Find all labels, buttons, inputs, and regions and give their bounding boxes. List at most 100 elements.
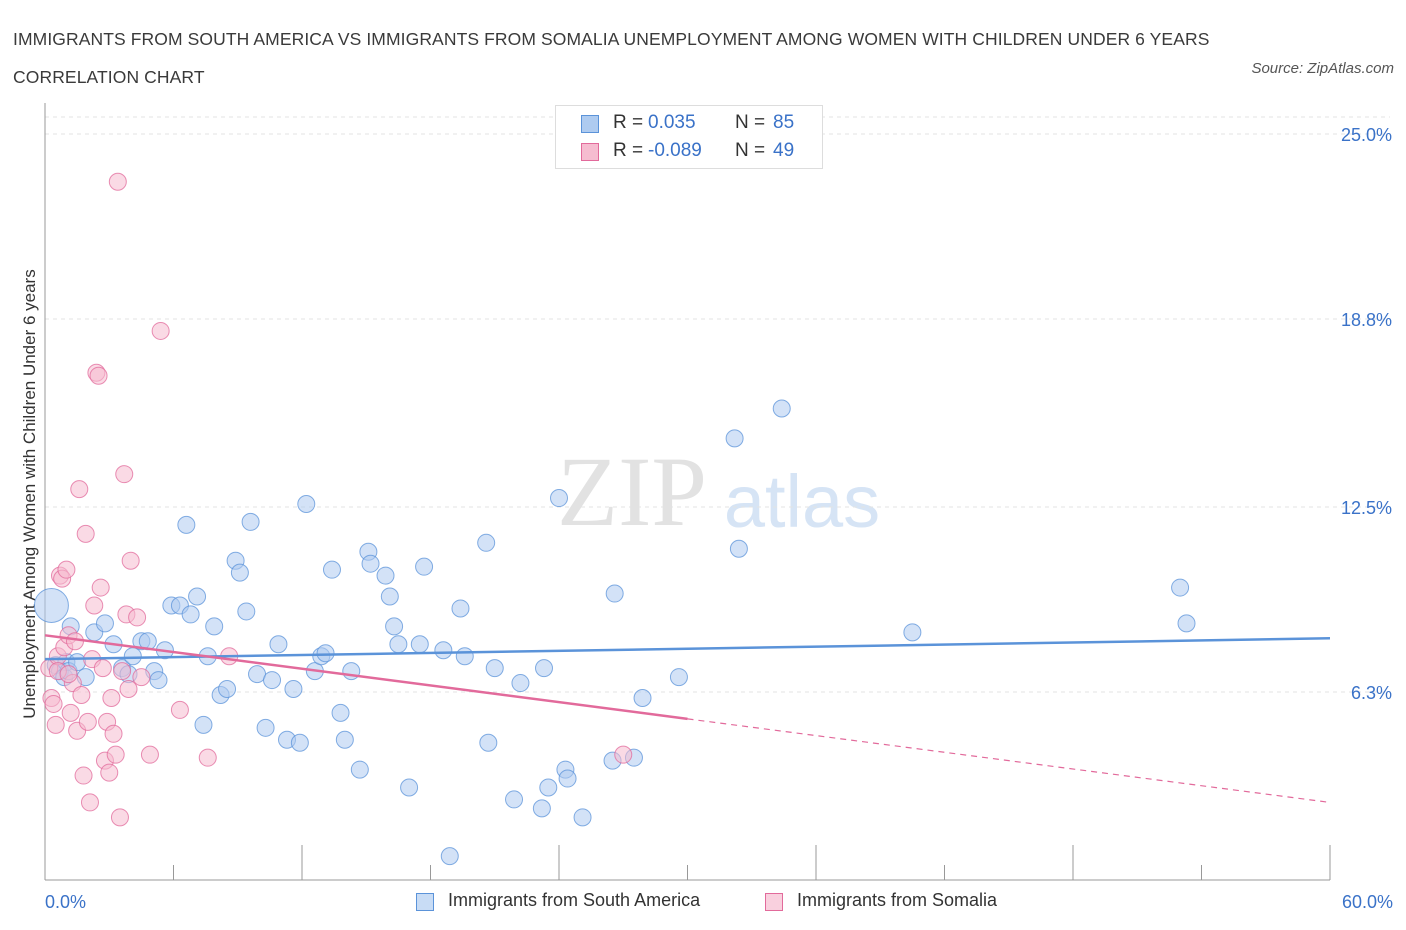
point-south-america: [248, 665, 267, 684]
point-south-america: [290, 733, 309, 752]
point-south-america: [550, 489, 568, 508]
point-south-america: [33, 587, 69, 623]
tick-labels: 6.3% 12.5% 18.8% 25.0% 0.0% 60.0%: [45, 125, 1393, 912]
point-south-america: [284, 680, 303, 699]
point-south-america: [263, 671, 282, 690]
x-tick-label: 60.0%: [1342, 892, 1393, 912]
point-south-america: [316, 644, 335, 663]
legend-swatch-pink: [581, 143, 599, 161]
point-south-america: [772, 399, 791, 418]
point-south-america: [149, 671, 168, 690]
point-south-america: [256, 718, 275, 737]
trend-line-south-america: [44, 637, 1331, 661]
legend-r-label: R =: [613, 112, 644, 133]
point-somalia: [140, 745, 159, 764]
bottom-legend-swatch-blue: [416, 893, 434, 911]
point-south-america: [194, 715, 213, 734]
watermark-atlas: atlas: [724, 460, 880, 543]
watermark-zip: ZIP: [557, 436, 707, 547]
point-somalia: [106, 745, 125, 764]
point-south-america: [188, 587, 207, 606]
point-south-america: [729, 539, 748, 558]
point-south-america: [485, 659, 504, 678]
point-south-america: [573, 808, 592, 827]
point-south-america: [376, 566, 395, 585]
point-south-america: [237, 602, 256, 621]
legend-swatch-blue: [581, 115, 599, 133]
point-south-america: [511, 674, 530, 693]
y-tick-label: 6.3%: [1351, 683, 1392, 703]
point-somalia: [119, 680, 138, 699]
point-somalia: [72, 685, 91, 704]
legend-n-value: 49: [773, 140, 795, 161]
point-south-america: [350, 760, 369, 779]
point-south-america: [380, 587, 399, 606]
legend-row-somalia: R = -0.089 N = 49: [556, 138, 822, 166]
trend-line-somalia-extrapolated: [687, 718, 1331, 804]
point-south-america: [322, 560, 341, 579]
point-somalia: [170, 700, 189, 719]
point-south-america: [434, 641, 453, 660]
legend-n-label: N =: [735, 140, 766, 161]
point-somalia: [198, 748, 217, 767]
point-south-america: [181, 605, 200, 624]
point-somalia: [108, 172, 127, 191]
point-south-america: [558, 769, 577, 788]
point-south-america: [297, 495, 316, 514]
point-somalia: [100, 763, 119, 782]
watermark: ZIP atlas: [557, 436, 880, 547]
point-somalia: [61, 703, 80, 722]
point-south-america: [410, 635, 429, 654]
point-somalia: [93, 659, 112, 678]
point-south-america: [440, 847, 459, 866]
legend-r-value: 0.035: [648, 112, 696, 133]
point-south-america: [205, 617, 224, 636]
point-south-america: [269, 635, 288, 654]
point-somalia: [59, 665, 78, 684]
y-tick-label: 12.5%: [1341, 498, 1392, 518]
point-south-america: [218, 680, 237, 699]
point-somalia: [85, 596, 104, 615]
point-somalia: [89, 366, 108, 385]
trend-line-somalia: [44, 634, 688, 721]
axes: [44, 103, 1331, 881]
point-somalia: [110, 808, 129, 827]
x-tick-label: 0.0%: [45, 892, 86, 912]
point-south-america: [539, 778, 558, 797]
point-south-america: [415, 557, 434, 576]
point-somalia: [78, 712, 97, 731]
point-south-america: [669, 668, 688, 687]
point-somalia: [57, 560, 76, 579]
point-south-america: [400, 778, 419, 797]
point-south-america: [532, 799, 551, 818]
y-tick-label: 18.8%: [1341, 310, 1392, 330]
data-points: [33, 172, 1196, 866]
point-somalia: [74, 766, 93, 785]
legend-r-label: R =: [613, 140, 644, 161]
point-south-america: [725, 429, 744, 448]
point-south-america: [331, 703, 350, 722]
bottom-legend-swatch-pink: [765, 893, 783, 911]
point-south-america: [1171, 578, 1190, 597]
point-south-america: [241, 512, 260, 531]
point-somalia: [132, 668, 151, 687]
point-somalia: [91, 578, 110, 597]
legend-r-value: -0.089: [648, 140, 702, 161]
point-south-america: [177, 515, 196, 534]
point-south-america: [479, 733, 498, 752]
point-somalia: [70, 480, 89, 499]
point-somalia: [80, 793, 99, 812]
point-somalia: [44, 694, 63, 713]
point-south-america: [385, 617, 404, 636]
point-somalia: [46, 715, 65, 734]
point-south-america: [903, 623, 922, 642]
legend-n-label: N =: [735, 112, 766, 133]
legend-row-south-america: R = 0.035 N = 85: [556, 110, 822, 138]
point-somalia: [128, 608, 147, 627]
point-south-america: [535, 659, 554, 678]
bottom-legend-label: Immigrants from Somalia: [797, 890, 998, 910]
bottom-legend-label: Immigrants from South America: [448, 890, 701, 910]
point-south-america: [505, 790, 524, 809]
point-somalia: [614, 745, 633, 764]
